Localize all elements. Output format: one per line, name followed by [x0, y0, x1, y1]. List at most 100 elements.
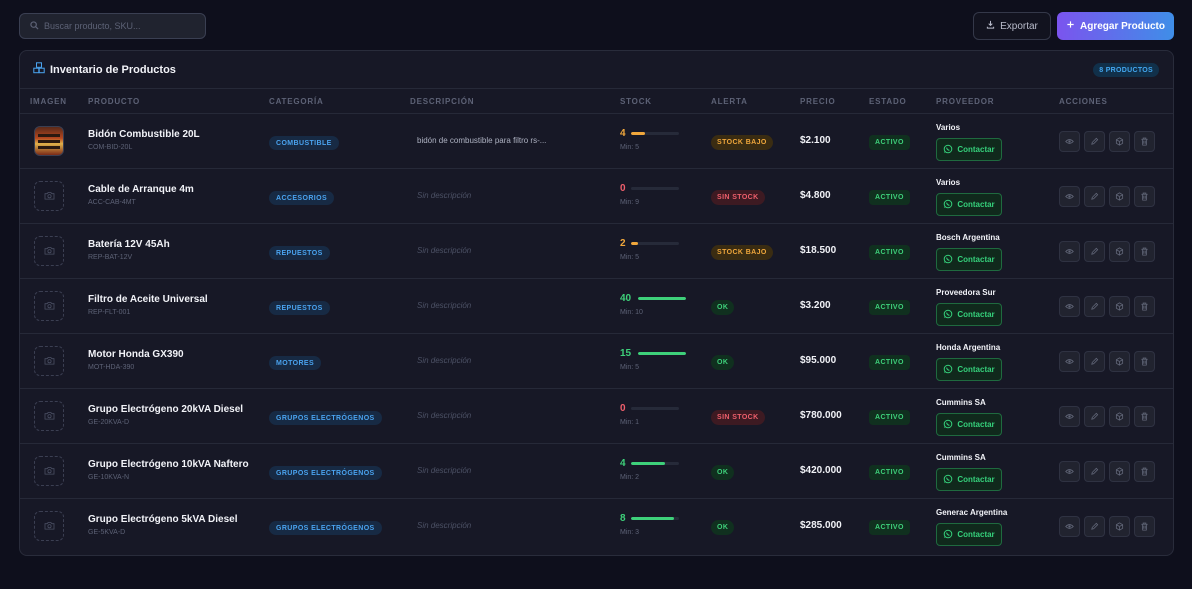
inventory-header: Inventario de Productos 8 PRODUCTOS	[20, 51, 1173, 89]
delete-button[interactable]	[1134, 186, 1155, 207]
stock-bar	[638, 352, 686, 355]
image-placeholder	[34, 456, 64, 486]
delete-button[interactable]	[1134, 296, 1155, 317]
whatsapp-icon	[943, 364, 953, 376]
product-name: Grupo Electrógeno 10kVA Naftero	[88, 459, 249, 470]
contact-label: Contactar	[957, 475, 995, 484]
eye-icon	[1065, 518, 1074, 536]
supplier-name: Cummins SA	[936, 453, 986, 462]
stock-movement-button[interactable]	[1109, 186, 1130, 207]
contact-supplier-button[interactable]: Contactar	[936, 303, 1002, 326]
search-box[interactable]	[19, 13, 206, 39]
product-description: Sin descripción	[417, 356, 472, 365]
view-button[interactable]	[1059, 516, 1080, 537]
view-button[interactable]	[1059, 406, 1080, 427]
stock-movement-button[interactable]	[1109, 461, 1130, 482]
category-badge: MOTORES	[269, 356, 322, 370]
product-sku: GE-5KVA-D	[88, 529, 126, 536]
stock-movement-button[interactable]	[1109, 131, 1130, 152]
product-count-badge: 8 PRODUCTOS	[1093, 63, 1159, 77]
delete-button[interactable]	[1134, 131, 1155, 152]
delete-button[interactable]	[1134, 351, 1155, 372]
product-price: $4.800	[800, 190, 831, 201]
pencil-icon	[1090, 133, 1099, 151]
row-actions	[1059, 516, 1155, 537]
edit-button[interactable]	[1084, 516, 1105, 537]
stock-value: 40	[620, 293, 632, 304]
product-name: Cable de Arranque 4m	[88, 184, 194, 195]
delete-button[interactable]	[1134, 241, 1155, 262]
column-header-product: PRODUCTO	[88, 97, 141, 106]
product-sku: GE-20KVA-D	[88, 419, 130, 426]
stock-minimum: Min: 2	[620, 474, 640, 481]
stock-movement-button[interactable]	[1109, 516, 1130, 537]
stock-movement-button[interactable]	[1109, 406, 1130, 427]
edit-button[interactable]	[1084, 461, 1105, 482]
contact-label: Contactar	[957, 530, 995, 539]
trash-icon	[1140, 518, 1149, 536]
eye-icon	[1065, 408, 1074, 426]
edit-button[interactable]	[1084, 296, 1105, 317]
eye-icon	[1065, 463, 1074, 481]
table-row: Filtro de Aceite Universal REP-FLT-001 R…	[20, 279, 1173, 334]
box-icon	[1115, 518, 1124, 536]
contact-supplier-button[interactable]: Contactar	[936, 138, 1002, 161]
stock-movement-button[interactable]	[1109, 296, 1130, 317]
category-badge: GRUPOS ELECTRÓGENOS	[269, 521, 382, 535]
column-header-actions: ACCIONES	[1059, 97, 1108, 106]
stock-bar	[631, 407, 679, 410]
status-badge: ACTIVO	[869, 190, 910, 205]
supplier-name: Varios	[936, 123, 961, 132]
eye-icon	[1065, 188, 1074, 206]
view-button[interactable]	[1059, 296, 1080, 317]
status-badge: ACTIVO	[869, 465, 910, 480]
edit-button[interactable]	[1084, 186, 1105, 207]
edit-button[interactable]	[1084, 351, 1105, 372]
supplier-name: Honda Argentina	[936, 343, 1001, 352]
supplier-name: Generac Argentina	[936, 508, 1008, 517]
delete-button[interactable]	[1134, 461, 1155, 482]
view-button[interactable]	[1059, 131, 1080, 152]
contact-supplier-button[interactable]: Contactar	[936, 193, 1002, 216]
box-icon	[1115, 243, 1124, 261]
contact-supplier-button[interactable]: Contactar	[936, 358, 1002, 381]
export-button[interactable]: Exportar	[973, 12, 1051, 40]
delete-button[interactable]	[1134, 406, 1155, 427]
edit-button[interactable]	[1084, 406, 1105, 427]
image-placeholder	[34, 511, 64, 541]
photo-detail	[38, 140, 60, 143]
category-badge: COMBUSTIBLE	[269, 136, 339, 150]
view-button[interactable]	[1059, 186, 1080, 207]
column-header-stock: STOCK	[620, 97, 652, 106]
edit-button[interactable]	[1084, 241, 1105, 262]
whatsapp-icon	[943, 309, 953, 321]
add-product-button[interactable]: Agregar Producto	[1057, 12, 1174, 40]
row-actions	[1059, 296, 1155, 317]
view-button[interactable]	[1059, 461, 1080, 482]
stock-movement-button[interactable]	[1109, 241, 1130, 262]
camera-icon	[44, 462, 55, 480]
contact-supplier-button[interactable]: Contactar	[936, 413, 1002, 436]
column-header-alert: ALERTA	[711, 97, 748, 106]
view-button[interactable]	[1059, 351, 1080, 372]
eye-icon	[1065, 353, 1074, 371]
search-input[interactable]	[44, 21, 194, 31]
inventory-card: Inventario de Productos 8 PRODUCTOS IMAG…	[19, 50, 1174, 556]
stock-movement-button[interactable]	[1109, 351, 1130, 372]
column-header-status: ESTADO	[869, 97, 907, 106]
stock-bar	[631, 242, 679, 245]
stock-alert-badge: OK	[711, 355, 735, 370]
contact-supplier-button[interactable]: Contactar	[936, 468, 1002, 491]
table-row: Motor Honda GX390 MOT-HDA-390 MOTORES Si…	[20, 334, 1173, 389]
stock-alert-badge: OK	[711, 300, 735, 315]
stock-bar	[631, 187, 679, 190]
pencil-icon	[1090, 243, 1099, 261]
view-button[interactable]	[1059, 241, 1080, 262]
edit-button[interactable]	[1084, 131, 1105, 152]
stock-alert-badge: STOCK BAJO	[711, 135, 773, 150]
category-badge: GRUPOS ELECTRÓGENOS	[269, 466, 382, 480]
stock-value: 4	[620, 128, 626, 139]
contact-supplier-button[interactable]: Contactar	[936, 523, 1002, 546]
delete-button[interactable]	[1134, 516, 1155, 537]
contact-supplier-button[interactable]: Contactar	[936, 248, 1002, 271]
